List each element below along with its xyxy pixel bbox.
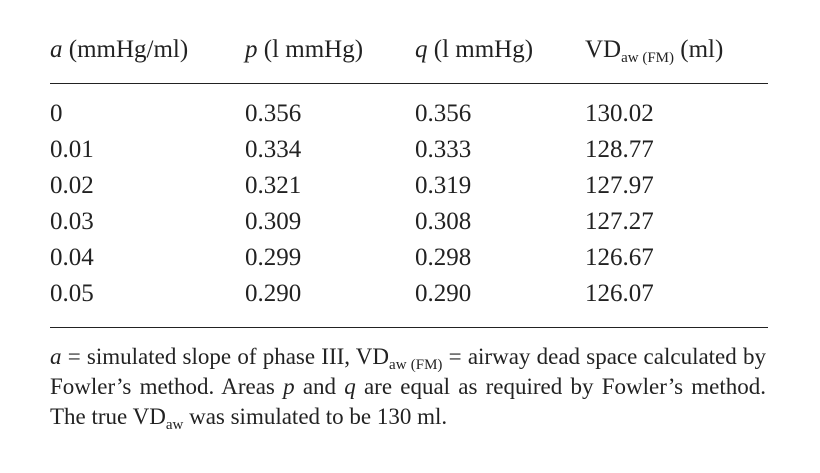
subscript: aw (FM)	[621, 50, 675, 66]
table-cell: 0.290	[245, 280, 302, 307]
note-text: are equal as required by Fowler’s method…	[50, 374, 766, 429]
table-cell: 127.97	[585, 172, 654, 199]
note-text: = simulated slope of phase III, VD	[61, 344, 390, 369]
table-cell: 127.27	[585, 208, 654, 235]
unit: (l mmHg)	[263, 36, 364, 63]
column-header: p (l mmHg)	[245, 36, 363, 64]
symbol: VD	[585, 36, 622, 63]
table-cell: 0.319	[415, 172, 472, 199]
column-header: q (l mmHg)	[415, 36, 533, 64]
note-text: = airway dead space calculated by Fowler…	[50, 344, 766, 399]
table-cell: 0.309	[245, 208, 302, 235]
table-cell: 0	[50, 100, 63, 127]
note-text: a	[50, 344, 62, 369]
note-text: p	[283, 374, 295, 399]
symbol: q	[415, 36, 428, 63]
table-cell: 0.02	[50, 172, 94, 199]
table-cell: 126.07	[585, 280, 654, 307]
subscript: aw	[165, 417, 184, 433]
symbol: p	[245, 36, 258, 63]
column-header: VDaw (FM) (ml)	[585, 36, 724, 66]
note-text: and	[294, 374, 345, 399]
bottom-rule	[50, 327, 768, 328]
table-cell: 0.05	[50, 280, 94, 307]
table-cell: 0.334	[245, 136, 302, 163]
footnote: a = simulated slope of phase III, VDaw (…	[50, 342, 766, 433]
unit: (mmHg/ml)	[68, 36, 189, 63]
table-cell: 0.04	[50, 244, 94, 271]
table-cell: 0.299	[245, 244, 302, 271]
table-cell: 0.01	[50, 136, 94, 163]
column-header: a (mmHg/ml)	[50, 36, 188, 64]
subscript: aw (FM)	[389, 357, 443, 373]
note-text: q	[344, 374, 356, 399]
table-cell: 128.77	[585, 136, 654, 163]
symbol: a	[50, 36, 63, 63]
table-cell: 130.02	[585, 100, 654, 127]
table-cell: 0.333	[415, 136, 472, 163]
table-cell: 126.67	[585, 244, 654, 271]
note-text: was simulated to be 130 ml.	[183, 404, 448, 429]
unit: (ml)	[680, 36, 724, 63]
unit: (l mmHg)	[433, 36, 534, 63]
table-cell: 0.356	[245, 100, 302, 127]
table-cell: 0.290	[415, 280, 472, 307]
table-cell: 0.356	[415, 100, 472, 127]
header-rule	[50, 83, 768, 84]
table-cell: 0.321	[245, 172, 302, 199]
table-cell: 0.03	[50, 208, 94, 235]
table-cell: 0.298	[415, 244, 472, 271]
table-cell: 0.308	[415, 208, 472, 235]
